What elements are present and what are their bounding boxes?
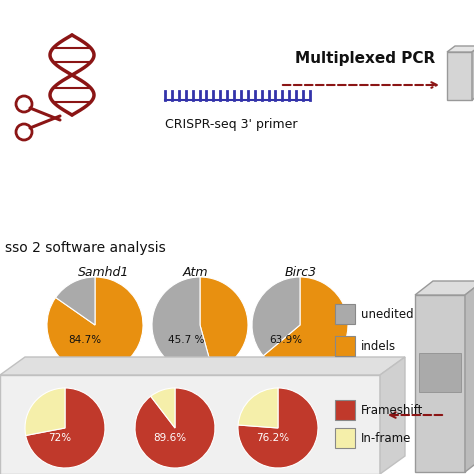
- Bar: [335, 428, 355, 448]
- Text: 72%: 72%: [48, 433, 72, 443]
- Text: 45.7 %: 45.7 %: [168, 335, 204, 345]
- Bar: [335, 304, 355, 324]
- Text: In-frame: In-frame: [361, 431, 411, 445]
- Wedge shape: [25, 388, 65, 436]
- Wedge shape: [26, 388, 105, 468]
- Bar: [0, 375, 380, 474]
- Text: 76.2%: 76.2%: [256, 433, 290, 443]
- Text: 63.9%: 63.9%: [269, 335, 302, 345]
- Text: sso 2 software analysis: sso 2 software analysis: [5, 241, 166, 255]
- Bar: [335, 336, 355, 356]
- Text: unedited: unedited: [361, 308, 414, 320]
- Bar: [419, 354, 461, 392]
- Polygon shape: [415, 281, 474, 295]
- Text: CRISPR-seq 3' primer: CRISPR-seq 3' primer: [165, 118, 298, 131]
- Wedge shape: [238, 388, 278, 428]
- Text: Birc3: Birc3: [285, 265, 317, 279]
- Polygon shape: [447, 46, 474, 52]
- Text: indels: indels: [361, 339, 396, 353]
- Polygon shape: [472, 46, 474, 100]
- Bar: [447, 52, 472, 100]
- Text: Multiplexed PCR: Multiplexed PCR: [295, 51, 435, 65]
- Polygon shape: [465, 281, 474, 472]
- Wedge shape: [152, 277, 213, 373]
- Wedge shape: [238, 388, 318, 468]
- Wedge shape: [151, 388, 175, 428]
- Bar: [415, 295, 465, 472]
- Text: Samhd1: Samhd1: [78, 265, 129, 279]
- Wedge shape: [55, 277, 95, 325]
- Wedge shape: [200, 277, 248, 371]
- Wedge shape: [135, 388, 215, 468]
- Polygon shape: [0, 357, 405, 375]
- Text: Atm: Atm: [183, 265, 209, 279]
- Polygon shape: [380, 357, 405, 474]
- Text: 84.7%: 84.7%: [68, 335, 101, 345]
- Wedge shape: [252, 277, 300, 356]
- Wedge shape: [47, 277, 143, 373]
- Bar: [335, 400, 355, 420]
- Text: 89.6%: 89.6%: [154, 433, 187, 443]
- Text: Frameshift: Frameshift: [361, 403, 423, 417]
- Wedge shape: [263, 277, 348, 373]
